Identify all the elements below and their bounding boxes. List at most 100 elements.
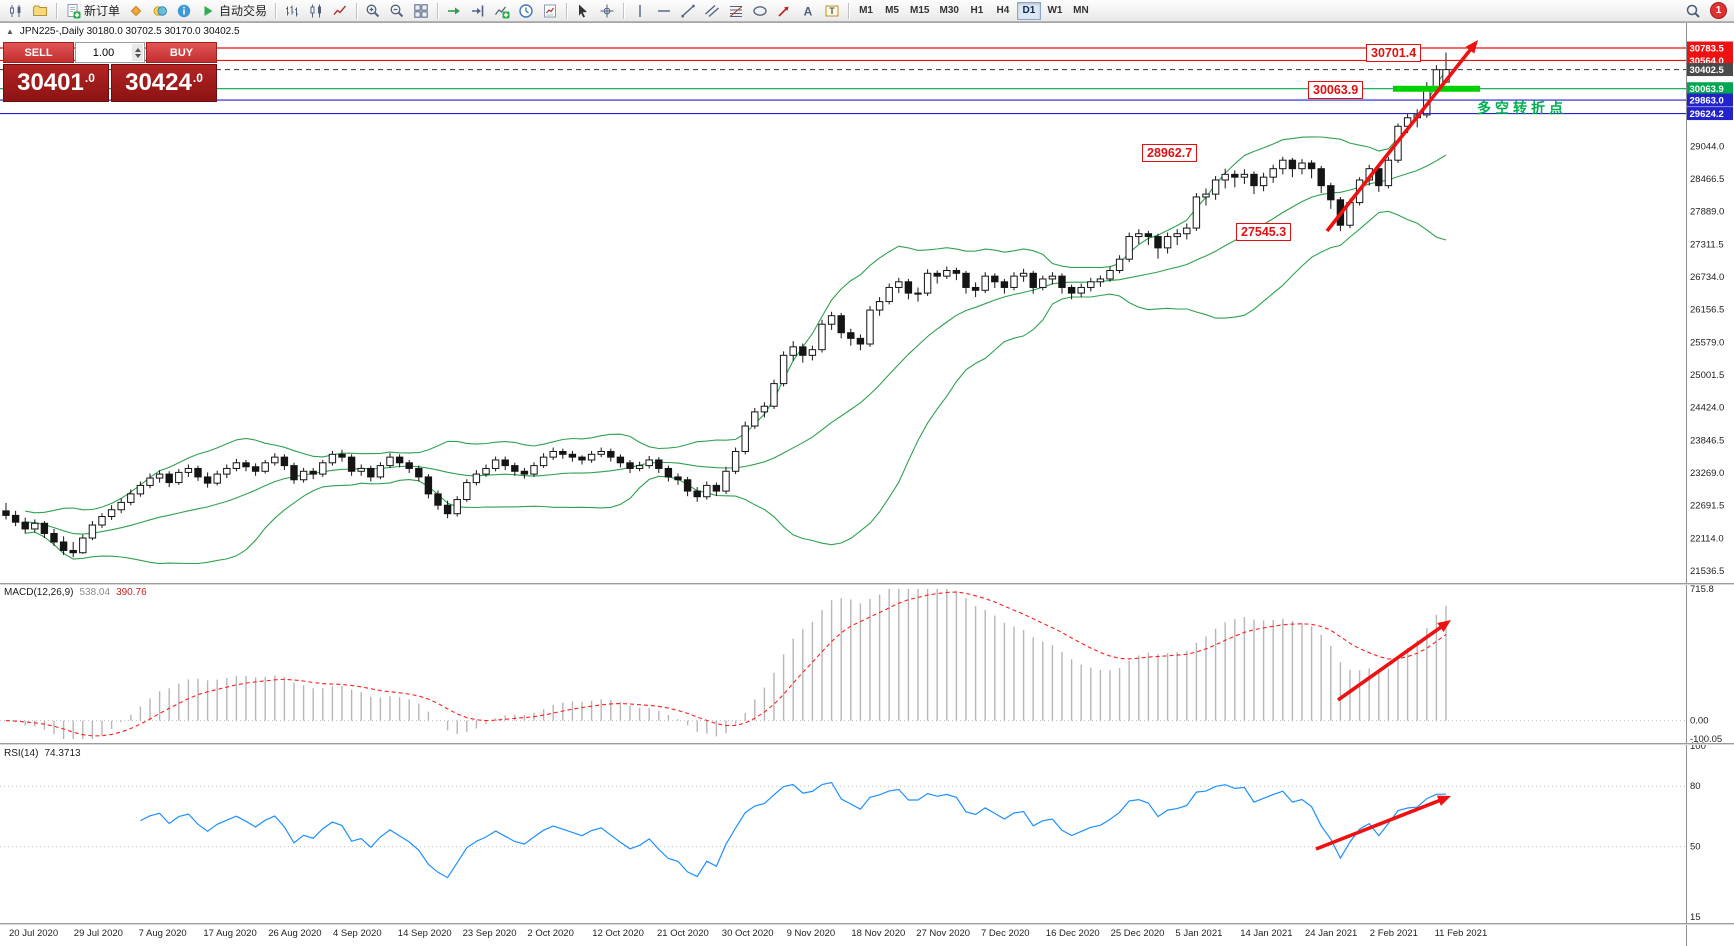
timeframe-m5[interactable]: M5: [880, 2, 904, 20]
vertical-line-button[interactable]: [628, 1, 652, 21]
volume-steppers: [132, 44, 143, 61]
price-annotation-box[interactable]: 30701.4: [1366, 44, 1422, 62]
text-button[interactable]: A: [796, 1, 820, 21]
chart-plot-area[interactable]: [0, 23, 1686, 583]
line-chart-button[interactable]: [328, 1, 352, 21]
crosshair-button[interactable]: [595, 1, 619, 21]
timeframe-h4[interactable]: H4: [991, 2, 1015, 20]
svg-text:715.8: 715.8: [1690, 584, 1714, 595]
svg-text:80: 80: [1690, 781, 1701, 792]
toolbar-separator: [623, 2, 625, 19]
equidistant-channel-button[interactable]: [700, 1, 724, 21]
svg-text:22691.5: 22691.5: [1690, 501, 1724, 512]
svg-text:27889.0: 27889.0: [1690, 207, 1724, 218]
price-tag: [1687, 63, 1733, 77]
chinese-annotation-label[interactable]: 多空转折点: [1477, 100, 1567, 116]
svg-text:25579.0: 25579.0: [1690, 337, 1724, 348]
timeframe-m30[interactable]: M30: [935, 2, 962, 20]
volume-up-button[interactable]: [134, 47, 141, 52]
timeframe-d1[interactable]: D1: [1016, 1, 1041, 20]
timeframe-h1[interactable]: H1: [965, 2, 989, 20]
tile-windows-button[interactable]: [409, 1, 433, 21]
crosshair-icon: [599, 3, 615, 19]
rsi-indicator-label: RSI(14) 74.3713: [4, 748, 81, 759]
sell-button[interactable]: SELL: [3, 42, 74, 63]
volume-down-button[interactable]: [134, 53, 141, 58]
price-tag: [1687, 82, 1733, 96]
zoom-out-button[interactable]: [385, 1, 409, 21]
timeframe-m1[interactable]: M1: [854, 2, 878, 20]
widgets-button[interactable]: [124, 1, 148, 21]
new-order-label: 新订单: [84, 4, 121, 18]
new-order-button[interactable]: 新订单: [61, 1, 124, 21]
trend-arrows[interactable]: [1315, 40, 1478, 851]
volume-box: [75, 42, 145, 63]
text-label-button[interactable]: T: [820, 1, 844, 21]
price-annotation-box[interactable]: 28962.7: [1142, 144, 1198, 162]
sell-price-display[interactable]: 30401 .0: [3, 64, 109, 102]
zoom-in-button[interactable]: [361, 1, 385, 21]
buy-button[interactable]: BUY: [146, 42, 217, 63]
panel-separator-main-macd[interactable]: [0, 583, 1734, 585]
shapes-button[interactable]: [748, 1, 772, 21]
price-annotation-box[interactable]: 27545.3: [1236, 223, 1292, 241]
price-axis: 29044.0 28466.5 27889.0 27311.5 26734.0 26156…: [1690, 141, 1724, 577]
fibonacci-icon: [728, 3, 744, 19]
periods-button[interactable]: [514, 1, 538, 21]
time-axis-label: 25 Dec 2020: [1111, 928, 1165, 939]
autotrading-button[interactable]: 自动交易: [196, 1, 271, 21]
chart-shift-button[interactable]: [466, 1, 490, 21]
macd-signal-value: 390.76: [116, 587, 147, 598]
time-axis-label: 29 Jul 2020: [74, 928, 123, 939]
cursor-button[interactable]: [571, 1, 595, 21]
macd-indicator-label: MACD(12,26,9) 538.04 390.76: [4, 587, 147, 598]
arrows-icon: [776, 3, 792, 19]
macd-axis: 715.8 0.00 -100.05: [1690, 584, 1722, 745]
panel-separator-rsi-time[interactable]: [0, 923, 1734, 925]
time-axis-label: 17 Aug 2020: [203, 928, 256, 939]
level-lines: 30783.530564.030402.530063.929863.029624…: [0, 41, 1733, 121]
svg-text:27311.5: 27311.5: [1690, 239, 1724, 250]
volume-input[interactable]: [76, 43, 131, 62]
panel-separator-macd-rsi[interactable]: [0, 743, 1734, 745]
timeframe-m15[interactable]: M15: [906, 2, 933, 20]
time-axis-label: 7 Dec 2020: [981, 928, 1030, 939]
metaeditor-button[interactable]: [148, 1, 172, 21]
macd-signal-line: [5, 591, 1447, 737]
macd-value: 538.04: [79, 587, 111, 598]
trade-panel-toggle[interactable]: ▲: [6, 27, 14, 36]
svg-text:21536.5: 21536.5: [1690, 566, 1724, 577]
svg-text:T: T: [829, 6, 835, 16]
profiles-button[interactable]: [28, 1, 52, 21]
market-button[interactable]: [172, 1, 196, 21]
candle-chart-button[interactable]: [304, 1, 328, 21]
indicators-button[interactable]: [490, 1, 514, 21]
cursor-icon: [575, 3, 591, 19]
price-annotation-box[interactable]: 30063.9: [1308, 81, 1364, 99]
toolbar-separator: [848, 2, 850, 19]
notification-badge[interactable]: 1: [1710, 2, 1727, 19]
bar-chart-button[interactable]: [280, 1, 304, 21]
autotrading-icon: [200, 3, 216, 19]
fibonacci-button[interactable]: [724, 1, 748, 21]
time-axis-label: 23 Sep 2020: [463, 928, 517, 939]
price-tag: [1687, 107, 1733, 121]
arrows-button[interactable]: [772, 1, 796, 21]
trendline-button[interactable]: [676, 1, 700, 21]
timeframe-w1[interactable]: W1: [1043, 2, 1067, 20]
search-button[interactable]: [1681, 0, 1705, 22]
buy-price-display[interactable]: 30424 .0: [111, 64, 217, 102]
trend-arrow-rsi: [1315, 796, 1446, 851]
metaeditor-icon: [152, 3, 168, 19]
svg-text:A: A: [804, 4, 813, 18]
sell-price-decimal: .0: [84, 71, 95, 85]
timeframe-mn[interactable]: MN: [1069, 2, 1093, 20]
new-chart-button[interactable]: [4, 1, 28, 21]
time-axis-label: 18 Nov 2020: [851, 928, 905, 939]
bar-chart-icon: [284, 3, 300, 19]
auto-scroll-button[interactable]: [442, 1, 466, 21]
templates-button[interactable]: [538, 1, 562, 21]
horizontal-line-button[interactable]: [652, 1, 676, 21]
